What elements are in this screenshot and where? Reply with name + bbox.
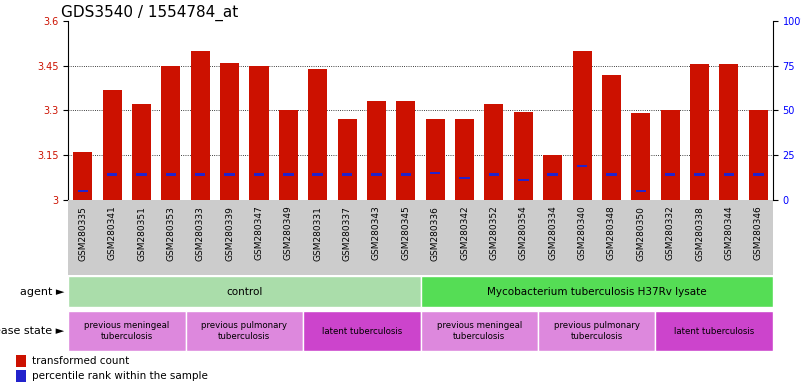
Bar (430, 172, 441, 174)
Bar (606, 174, 617, 176)
Text: GSM280344: GSM280344 (724, 206, 734, 260)
Bar (421, 276, 773, 307)
Bar (518, 179, 529, 181)
Bar (690, 64, 709, 200)
Bar (396, 101, 416, 200)
Bar (136, 174, 147, 176)
Text: GSM280351: GSM280351 (137, 206, 146, 261)
Bar (425, 119, 445, 200)
Text: control: control (226, 287, 263, 297)
Text: GSM280334: GSM280334 (548, 206, 557, 260)
Text: previous pulmonary
tuberculosis: previous pulmonary tuberculosis (201, 321, 288, 341)
Text: transformed count: transformed count (32, 356, 129, 366)
Bar (103, 89, 122, 200)
Text: GSM280340: GSM280340 (578, 206, 586, 260)
Bar (279, 111, 298, 200)
Bar (459, 177, 470, 179)
Text: GSM280346: GSM280346 (754, 206, 763, 260)
Text: GSM280341: GSM280341 (107, 206, 117, 260)
Bar (107, 174, 118, 176)
Bar (694, 174, 705, 176)
Bar (16, 356, 26, 367)
Text: GSM280343: GSM280343 (372, 206, 381, 260)
Bar (513, 112, 533, 200)
Bar (283, 174, 294, 176)
Bar (602, 75, 621, 200)
Bar (485, 104, 504, 200)
Text: GSM280345: GSM280345 (401, 206, 410, 260)
Bar (635, 190, 646, 192)
Text: GSM280342: GSM280342 (460, 206, 469, 260)
Bar (224, 174, 235, 176)
Bar (367, 101, 386, 200)
Bar (303, 311, 421, 351)
Text: percentile rank within the sample: percentile rank within the sample (32, 371, 208, 381)
Text: GSM280349: GSM280349 (284, 206, 293, 260)
Text: previous meningeal
tuberculosis: previous meningeal tuberculosis (437, 321, 522, 341)
Bar (132, 104, 151, 200)
Text: GDS3540 / 1554784_at: GDS3540 / 1554784_at (61, 5, 238, 21)
Text: agent ►: agent ► (20, 287, 64, 297)
Text: GSM280335: GSM280335 (78, 206, 87, 261)
Bar (342, 174, 352, 176)
Bar (371, 174, 382, 176)
Text: latent tuberculosis: latent tuberculosis (322, 327, 402, 336)
Bar (308, 69, 328, 200)
Bar (538, 311, 655, 351)
Bar (68, 311, 186, 351)
Text: GSM280352: GSM280352 (489, 206, 498, 260)
Text: GSM280348: GSM280348 (607, 206, 616, 260)
Bar (665, 174, 675, 176)
Text: latent tuberculosis: latent tuberculosis (674, 327, 755, 336)
Bar (312, 174, 323, 176)
Bar (220, 63, 239, 200)
Bar (68, 276, 421, 307)
Text: GSM280354: GSM280354 (519, 206, 528, 260)
Text: previous pulmonary
tuberculosis: previous pulmonary tuberculosis (553, 321, 640, 341)
Bar (254, 174, 264, 176)
Bar (400, 174, 411, 176)
Bar (161, 66, 180, 200)
Text: GSM280350: GSM280350 (636, 206, 646, 261)
Bar (489, 174, 499, 176)
Bar (573, 51, 592, 200)
Text: disease state ►: disease state ► (0, 326, 64, 336)
Bar (631, 113, 650, 200)
Bar (547, 174, 558, 176)
Bar (719, 64, 739, 200)
Text: GSM280353: GSM280353 (167, 206, 175, 261)
Bar (166, 174, 176, 176)
Text: Mycobacterium tuberculosis H37Rv lysate: Mycobacterium tuberculosis H37Rv lysate (487, 287, 706, 297)
Text: GSM280338: GSM280338 (695, 206, 704, 261)
Bar (753, 174, 763, 176)
Bar (577, 165, 587, 167)
Bar (337, 119, 356, 200)
Text: GSM280336: GSM280336 (431, 206, 440, 261)
Text: GSM280332: GSM280332 (666, 206, 674, 260)
Bar (186, 311, 303, 351)
Bar (749, 111, 768, 200)
Bar (543, 155, 562, 200)
Bar (655, 311, 773, 351)
Text: GSM280337: GSM280337 (343, 206, 352, 261)
Bar (249, 66, 268, 200)
Bar (661, 111, 680, 200)
Text: previous meningeal
tuberculosis: previous meningeal tuberculosis (84, 321, 170, 341)
Bar (421, 311, 538, 351)
Bar (78, 190, 88, 192)
Bar (723, 174, 735, 176)
Text: GSM280339: GSM280339 (225, 206, 234, 261)
Bar (16, 370, 26, 382)
Bar (191, 51, 210, 200)
Bar (73, 152, 92, 200)
Bar (195, 174, 206, 176)
Bar (455, 119, 474, 200)
Text: GSM280347: GSM280347 (255, 206, 264, 260)
Text: GSM280331: GSM280331 (313, 206, 322, 261)
Text: GSM280333: GSM280333 (195, 206, 205, 261)
